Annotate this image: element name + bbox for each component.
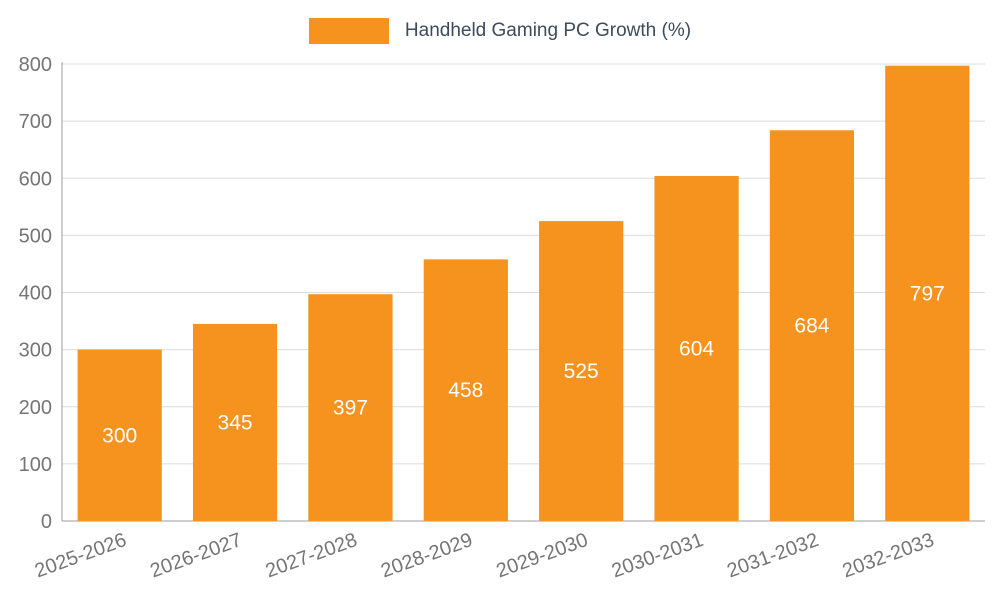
x-tick-label: 2029-2030 — [493, 529, 590, 582]
y-tick-label: 400 — [19, 283, 52, 305]
bar-value-label: 458 — [448, 379, 483, 402]
bar — [77, 349, 162, 521]
legend-label: Handheld Gaming PC Growth (%) — [404, 20, 692, 41]
bar — [769, 130, 855, 521]
y-tick-label: 0 — [41, 511, 52, 533]
y-tick-label: 300 — [19, 340, 52, 362]
bar-value-label: 397 — [333, 397, 368, 420]
y-tick-label: 200 — [19, 397, 52, 419]
legend-swatch — [308, 18, 389, 44]
bar — [308, 294, 393, 521]
bar-value-label: 604 — [679, 337, 714, 360]
x-tick-label: 2032-2033 — [840, 529, 937, 582]
bar-value-label: 525 — [564, 360, 599, 383]
x-tick-label: 2026-2027 — [147, 529, 244, 582]
x-tick-label: 2031-2032 — [724, 529, 821, 582]
x-tick-label: 2030-2031 — [609, 529, 706, 582]
bar — [885, 65, 970, 522]
chart-legend: Handheld Gaming PC Growth (%) — [0, 16, 1000, 46]
x-tick-label: 2025-2026 — [32, 529, 129, 582]
x-tick-label: 2027-2028 — [263, 529, 360, 582]
x-tick-label: 2028-2029 — [378, 529, 475, 582]
y-tick-label: 700 — [19, 111, 52, 133]
bar-value-label: 300 — [102, 424, 137, 447]
y-tick-label: 600 — [19, 168, 52, 190]
y-tick-label: 100 — [19, 454, 52, 476]
bar-value-label: 684 — [794, 315, 829, 338]
plot-area: 0 100 200 300 400 500 600 700 800 300 2025-2026 345… — [19, 55, 985, 582]
bar — [192, 323, 278, 521]
bar — [539, 221, 624, 521]
bar — [654, 175, 739, 521]
y-tick-label: 800 — [19, 55, 52, 76]
y-tick-label: 500 — [19, 225, 52, 247]
bar-value-label: 345 — [218, 411, 253, 434]
bar — [423, 259, 508, 521]
bar-value-label: 797 — [910, 282, 945, 305]
